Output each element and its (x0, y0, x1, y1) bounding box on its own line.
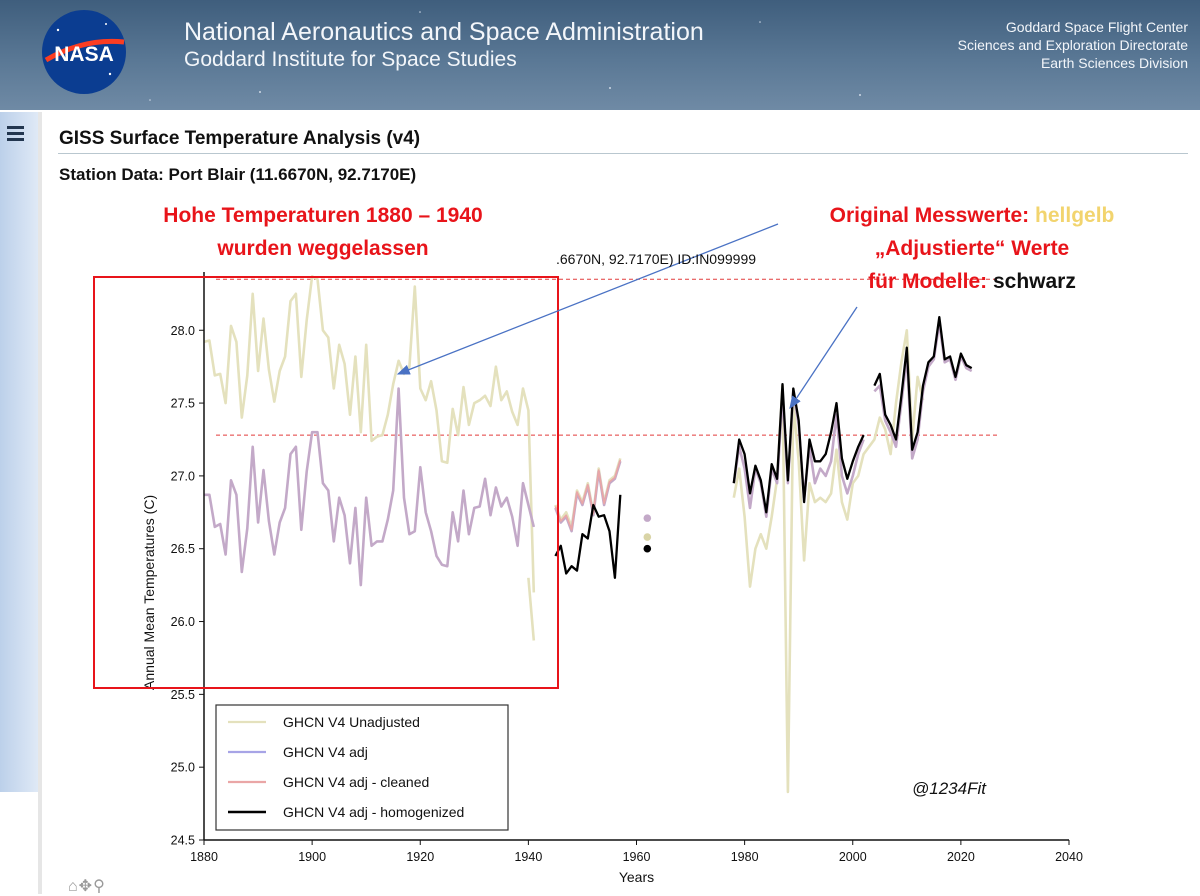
series-line-0-1 (527, 577, 536, 641)
content-divider (38, 112, 42, 894)
site-header: NASA National Aeronautics and Space Admi… (0, 0, 1200, 110)
center-link-gsfc[interactable]: Goddard Space Flight Center (1005, 19, 1188, 35)
sidebar (0, 112, 38, 792)
x-tick-label-8: 2040 (1055, 850, 1083, 864)
annotation-left: Hohe Temperaturen 1880 – 1940 wurden weg… (108, 199, 538, 265)
chart-legend: GHCN V4 Unadjusted GHCN V4 adj GHCN V4 adj… (215, 704, 509, 831)
plot-title-fragment: .6670N, 92.7170E) ID:IN099999 (556, 251, 757, 267)
series-line-3-0 (554, 494, 622, 579)
annotation-left-line2: wurden weggelassen (217, 237, 429, 260)
title-divider (58, 153, 1188, 154)
x-tick-label-5: 1980 (731, 850, 759, 864)
y-tick-label-6: 27.5 (171, 397, 195, 411)
annotation-right-line1-prefix: Original Messwerte: (829, 204, 1036, 227)
series-line-3-1 (732, 382, 865, 514)
series-point-3-0 (643, 544, 652, 553)
org-subtitle[interactable]: Goddard Institute for Space Studies (184, 48, 517, 71)
y-axis-title: Annual Mean Temperatures (C) (141, 495, 157, 690)
arrow-to-original (396, 223, 779, 375)
y-tick-label-4: 26.5 (171, 542, 195, 556)
y-tick-label-7: 28.0 (171, 324, 195, 338)
annotation-left-line1: Hohe Temperaturen 1880 – 1940 (163, 204, 483, 227)
annotation-right-line3: für Modelle: schwarz (782, 265, 1162, 298)
y-tick-label-0: 24.5 (171, 834, 195, 848)
nasa-logo[interactable]: NASA (40, 8, 128, 96)
x-tick-label-2: 1920 (406, 850, 434, 864)
x-tick-label-3: 1940 (514, 850, 542, 864)
annotation-right-highlight-dark: schwarz (992, 270, 1076, 293)
legend-box (215, 704, 509, 831)
annotation-right-line1: Original Messwerte: hellgelb (782, 199, 1162, 232)
arrow-to-adjusted (789, 306, 858, 410)
center-links: Goddard Space Flight Center Sciences and… (958, 18, 1188, 72)
page-title: GISS Surface Temperature Analysis (v4) (59, 128, 421, 149)
y-tick-label-5: 27.0 (171, 469, 195, 483)
x-tick-label-0: 1880 (190, 850, 218, 864)
plot-toolbar-icons[interactable]: ⌂✥⚲ (68, 878, 106, 895)
series-line-0-0 (203, 275, 536, 593)
annotation-right-highlight-light: hellgelb (1035, 204, 1115, 227)
series-line-3-2 (873, 315, 973, 451)
x-tick-label-6: 2000 (839, 850, 867, 864)
x-tick-label-7: 2020 (947, 850, 975, 864)
series-point-4-0 (643, 533, 652, 541)
x-tick-label-4: 1960 (623, 850, 651, 864)
annotation-right: Original Messwerte: hellgelb „Adjustiert… (782, 199, 1162, 298)
annotation-right-line2: „Adjustierte“ Werte (874, 237, 1070, 260)
legend-label-0: GHCN V4 Unadjusted (283, 714, 420, 730)
nasa-logo-text: NASA (54, 43, 114, 66)
station-heading: Station Data: Port Blair (11.6670N, 92.7… (59, 165, 417, 184)
legend-label-2: GHCN V4 adj - cleaned (283, 774, 429, 790)
annotation-right-line3-prefix: für Modelle: (868, 270, 993, 293)
y-tick-label-3: 26.0 (171, 615, 195, 629)
series-point-2-0 (643, 514, 652, 522)
center-link-directorate[interactable]: Sciences and Exploration Directorate (957, 37, 1188, 53)
header-starfield (149, 11, 861, 101)
series-line-2-0 (554, 459, 622, 531)
highlight-box (93, 276, 559, 689)
series-line-1-1 (554, 460, 622, 533)
series-line-0-3 (732, 328, 925, 794)
x-tick-label-1: 1900 (298, 850, 326, 864)
series-line-1-0 (204, 387, 536, 587)
x-axis-title: Years (619, 869, 654, 885)
legend-label-3: GHCN V4 adj - homogenized (283, 804, 464, 820)
legend-label-1: GHCN V4 adj (283, 744, 368, 760)
org-title[interactable]: National Aeronautics and Space Administr… (184, 18, 704, 46)
y-tick-label-2: 25.5 (171, 688, 195, 702)
center-link-division[interactable]: Earth Sciences Division (1040, 55, 1188, 71)
series-line-0-2 (554, 458, 622, 529)
hamburger-menu-icon[interactable] (4, 121, 26, 145)
watermark: @1234Fit (912, 779, 986, 798)
y-tick-label-1: 25.0 (171, 761, 195, 775)
